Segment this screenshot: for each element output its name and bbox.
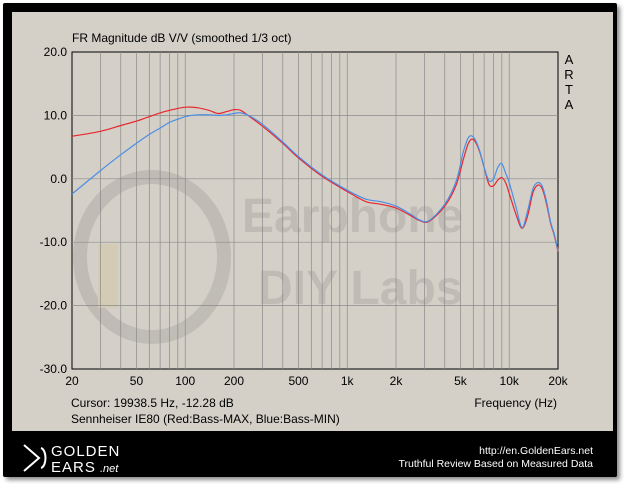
logo-mark-icon bbox=[23, 444, 47, 472]
x-tick-label: 50 bbox=[130, 374, 144, 388]
y-tick-label: -20.0 bbox=[40, 299, 68, 313]
footer-info: http://en.GoldenEars.net Truthful Review… bbox=[398, 445, 593, 471]
x-axis-label: Frequency (Hz) bbox=[474, 396, 557, 410]
watermark-line2: DIY Labs bbox=[258, 262, 463, 315]
y-tick-label: 10.0 bbox=[44, 108, 68, 122]
x-tick-label: 5k bbox=[454, 374, 468, 388]
x-axis: 20 50 100 200 500 1k 2k 5k 10k 20k bbox=[65, 374, 568, 388]
frequency-response-chart: Earphone DIY Labs -30.0 -20.0 -10.0 0.0 10.0… bbox=[40, 31, 574, 426]
brand-line2: EARS bbox=[51, 459, 96, 476]
y-axis: -30.0 -20.0 -10.0 0.0 10.0 20.0 bbox=[40, 45, 68, 376]
plot-area bbox=[71, 51, 559, 370]
x-tick-label: 20k bbox=[548, 374, 568, 388]
tagline: Truthful Review Based on Measured Data bbox=[398, 458, 593, 470]
grid bbox=[72, 52, 558, 369]
series-line-red bbox=[71, 106, 559, 252]
side-label-letter: A bbox=[565, 52, 574, 67]
x-tick-label: 1k bbox=[341, 374, 355, 388]
chart-panel: Earphone DIY Labs -30.0 -20.0 -10.0 0.0 10.0… bbox=[12, 12, 613, 431]
cursor-readout: Cursor: 19938.5 Hz, -12.28 dB bbox=[71, 396, 234, 410]
y-tick-label: 20.0 bbox=[44, 45, 68, 59]
brand-suffix: .net bbox=[100, 463, 119, 475]
brand-line1: GOLDEN bbox=[51, 443, 120, 460]
chart-caption: Sennheiser IE80 (Red:Bass-MAX, Blue:Bass… bbox=[71, 412, 340, 426]
side-label-letter: T bbox=[565, 82, 573, 97]
series-group bbox=[71, 106, 559, 252]
chart-title: FR Magnitude dB V/V (smoothed 1/3 oct) bbox=[72, 31, 291, 45]
watermark: Earphone DIY Labs bbox=[73, 170, 463, 344]
y-tick-label: 0.0 bbox=[50, 172, 67, 186]
x-tick-label: 20 bbox=[65, 374, 79, 388]
side-label-letter: A bbox=[565, 97, 574, 112]
x-tick-label: 100 bbox=[175, 374, 195, 388]
x-tick-label: 10k bbox=[500, 374, 520, 388]
site-url[interactable]: http://en.GoldenEars.net bbox=[479, 445, 593, 457]
series-line-blue bbox=[71, 112, 559, 251]
x-tick-label: 500 bbox=[288, 374, 308, 388]
window-frame: Earphone DIY Labs -30.0 -20.0 -10.0 0.0 10.0… bbox=[3, 3, 617, 477]
y-tick-label: -10.0 bbox=[40, 235, 68, 249]
y-tick-label: -30.0 bbox=[40, 362, 68, 376]
side-label-letter: R bbox=[564, 67, 573, 82]
x-tick-label: 2k bbox=[390, 374, 404, 388]
goldenears-logo: GOLDEN EARS .net bbox=[21, 440, 161, 481]
x-tick-label: 200 bbox=[224, 374, 244, 388]
watermark-line1: Earphone bbox=[242, 190, 463, 243]
